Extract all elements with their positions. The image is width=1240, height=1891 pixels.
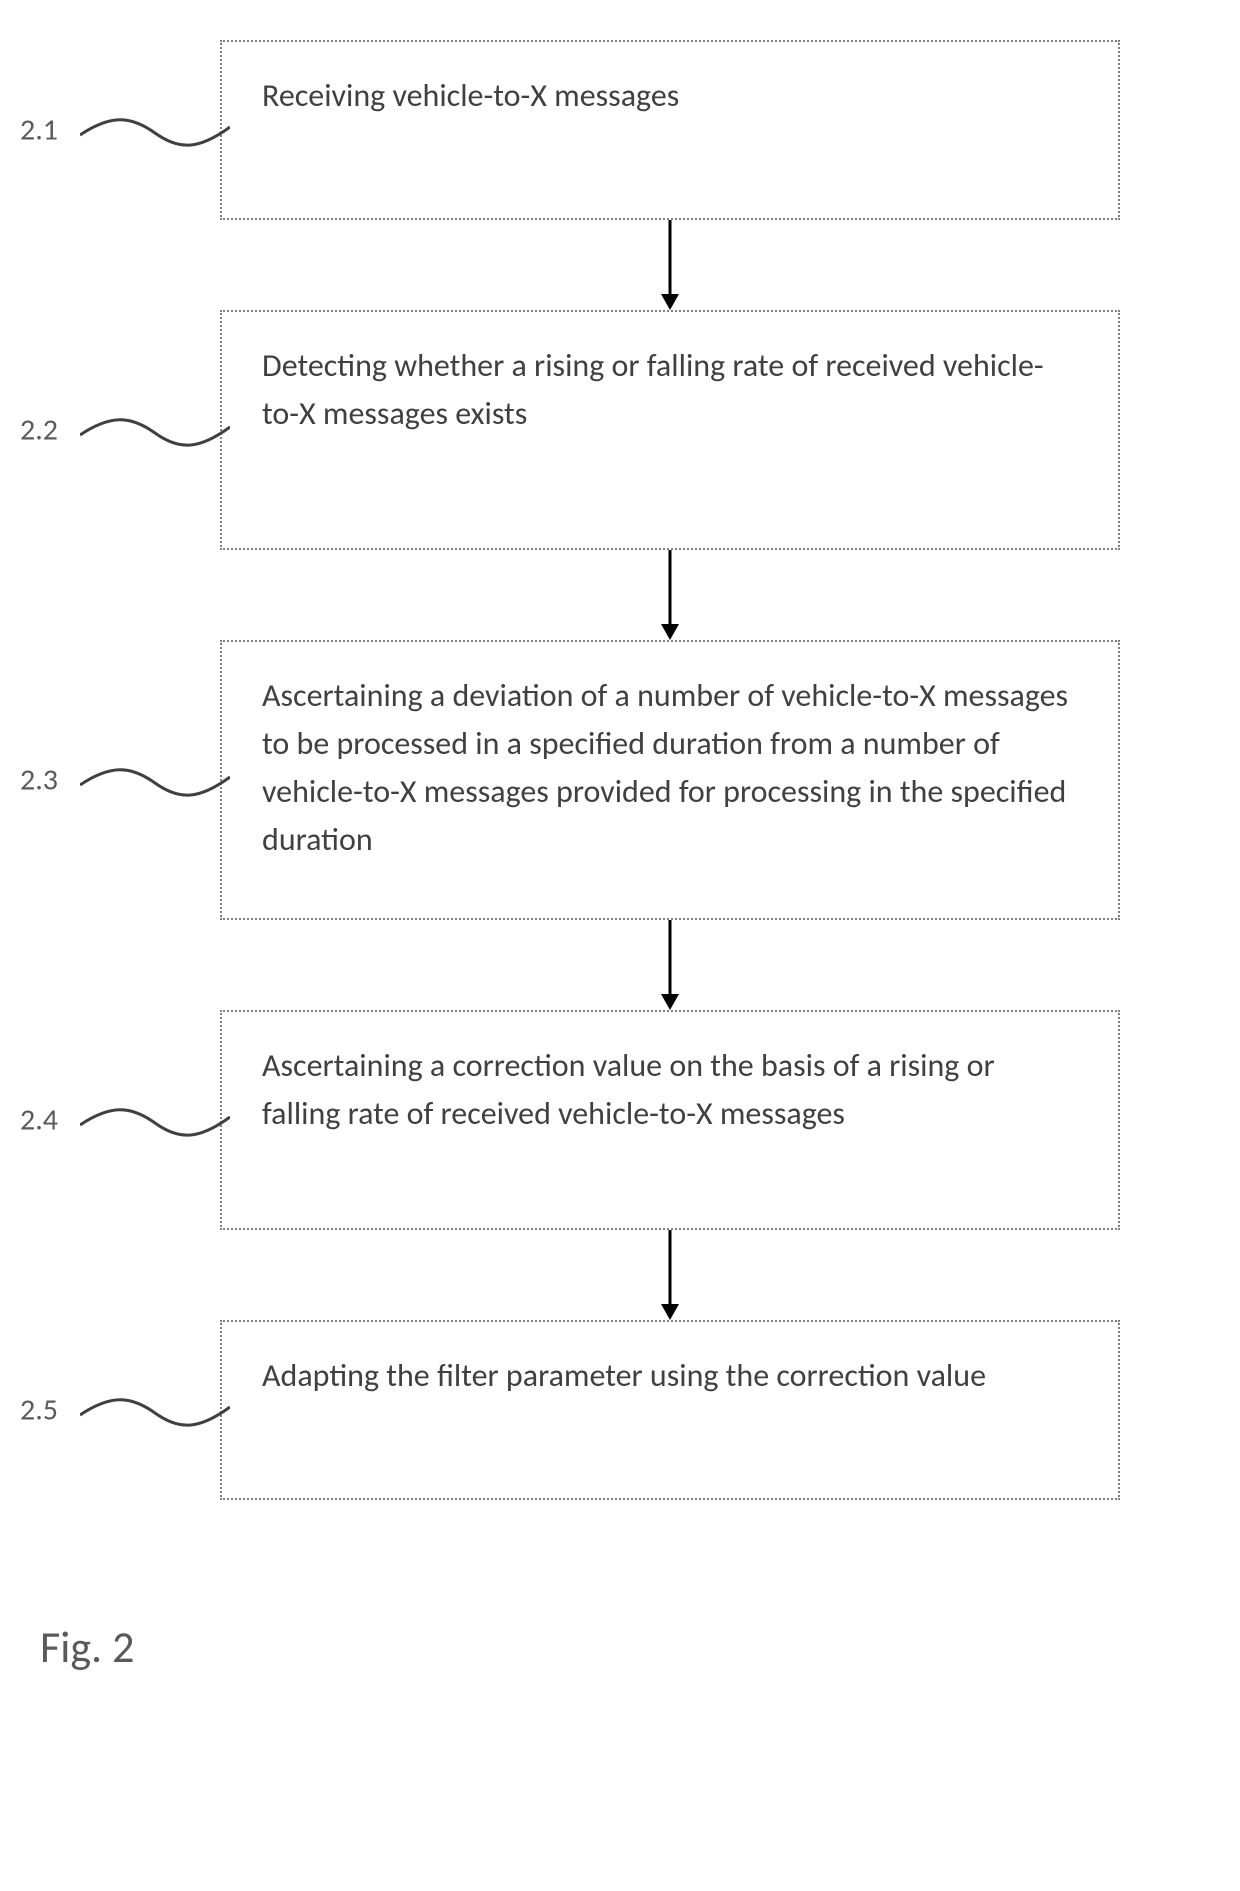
flowchart-container: 2.1Receiving vehicle-to-X messages 2.2Det… (120, 40, 1120, 1500)
flow-step-box: Adapting the filter parameter using the … (220, 1320, 1120, 1500)
flow-step: 2.2Detecting whether a rising or falling… (120, 310, 1120, 550)
flow-step-box: Ascertaining a deviation of a number of … (220, 640, 1120, 920)
flow-step-box: Receiving vehicle-to-X messages (220, 40, 1120, 220)
flow-step: 2.3Ascertaining a deviation of a number … (120, 640, 1120, 920)
flow-step: 2.1Receiving vehicle-to-X messages (120, 40, 1120, 220)
flow-step: 2.5Adapting the filter parameter using t… (120, 1320, 1120, 1500)
flow-arrow (220, 1230, 1120, 1320)
flow-step-box: Detecting whether a rising or falling ra… (220, 310, 1120, 550)
flow-arrow (220, 550, 1120, 640)
step-number-label: 2.1 (20, 112, 80, 149)
step-number-label: 2.5 (20, 1392, 80, 1429)
flow-arrow (220, 920, 1120, 1010)
flow-step-box: Ascertaining a correction value on the b… (220, 1010, 1120, 1230)
step-number-label: 2.4 (20, 1102, 80, 1139)
flow-arrow (220, 220, 1120, 310)
step-number-label: 2.2 (20, 412, 80, 449)
figure-label: Fig. 2 (40, 1620, 1220, 1674)
flow-step: 2.4Ascertaining a correction value on th… (120, 1010, 1120, 1230)
step-number-label: 2.3 (20, 762, 80, 799)
